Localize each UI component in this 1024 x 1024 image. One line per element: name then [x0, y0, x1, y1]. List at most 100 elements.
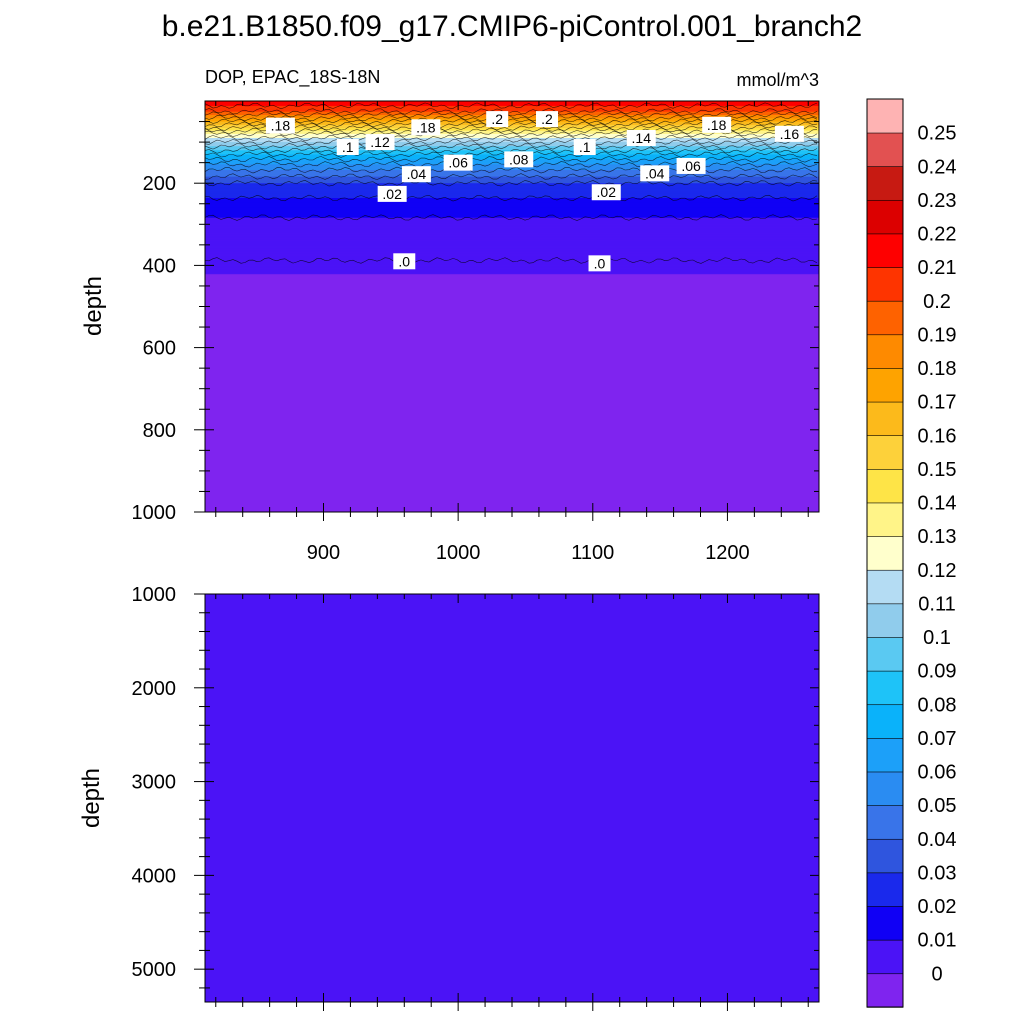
- y-tick-label: 4000: [132, 865, 177, 887]
- contour-band: [205, 114, 819, 116]
- contour-band: [205, 238, 819, 240]
- contour-band: [205, 216, 819, 219]
- colorbar-label: 0.02: [918, 896, 957, 918]
- colorbar-label: 0.17: [918, 392, 957, 414]
- contour-band: [205, 253, 819, 256]
- colorbar-swatch: [866, 334, 904, 369]
- contour-band: [205, 201, 819, 203]
- colorbar-swatch: [866, 603, 904, 638]
- colorbar-label: 0.07: [918, 728, 957, 750]
- contour-band: [205, 174, 819, 177]
- colorbar-label: 0.14: [918, 493, 957, 515]
- contour-label-box: [591, 184, 621, 201]
- colorbar-frame: [866, 98, 904, 1008]
- contour-band: [205, 189, 819, 192]
- contour-band: [205, 128, 819, 131]
- contour-band: [205, 175, 819, 178]
- colorbar-label: 0.01: [918, 930, 957, 952]
- contour-band: [205, 210, 819, 212]
- contour-band: [205, 106, 819, 109]
- contour-band: [205, 134, 819, 137]
- contour-band: [205, 206, 819, 208]
- colorbar-swatch: [866, 636, 904, 672]
- colorbar-swatch: [866, 569, 904, 605]
- contour-band: [205, 233, 819, 235]
- contour-label-box: [676, 157, 706, 174]
- contour-band: [205, 236, 819, 239]
- colorbar-swatch: [866, 266, 904, 302]
- contour-band: [205, 170, 819, 173]
- contour-label-text: .0: [594, 255, 606, 271]
- contour-band: [205, 216, 819, 218]
- contour-band: [205, 171, 819, 174]
- colorbar-swatch: [866, 434, 904, 470]
- contour-label-text: .12: [370, 134, 390, 150]
- contour-band: [205, 225, 819, 228]
- contour-band: [205, 110, 819, 112]
- contour-label: .1: [336, 139, 359, 156]
- contour-label-text: .06: [681, 158, 701, 174]
- contour-band: [205, 200, 819, 202]
- contour-band: [205, 191, 819, 193]
- contour-band: [205, 202, 819, 204]
- contour-band: [205, 108, 819, 110]
- contour-band: [205, 255, 819, 257]
- contour-band: [205, 208, 819, 211]
- contour-band: [205, 177, 819, 179]
- lower-panel: 1000 2000 3000 4000 5000 depth: [78, 584, 820, 1011]
- contour-label-box: [536, 111, 559, 128]
- contour-band: [205, 128, 819, 130]
- colorbar-swatch: [866, 704, 904, 739]
- contour-label-text: .18: [707, 117, 727, 133]
- y-tick-label: 3000: [132, 772, 177, 794]
- contour-band: [205, 197, 819, 200]
- contour-band: [205, 229, 819, 231]
- contour-label: .14: [626, 129, 656, 146]
- contour-label: .02: [377, 185, 407, 202]
- colorbar-label: 0.03: [918, 862, 957, 884]
- contour-band: [205, 261, 819, 263]
- contour-band: [205, 217, 819, 220]
- contour-label-box: [336, 139, 359, 156]
- contour-label-text: .2: [491, 111, 503, 127]
- contour-label: .18: [411, 119, 441, 136]
- contour-band: [205, 193, 819, 195]
- colorbar-swatch: [866, 199, 904, 235]
- contour-band: [205, 215, 819, 217]
- contour-band: [205, 179, 819, 181]
- contour-band: [205, 232, 819, 234]
- colorbar-label: 0.19: [918, 324, 957, 346]
- contour-label-box: [401, 166, 431, 183]
- colorbar-label: 0.06: [918, 762, 957, 784]
- contour-label-box: [588, 255, 611, 272]
- y-tick-label: 800: [143, 420, 176, 442]
- colorbar-swatch: [866, 838, 904, 874]
- contour-line: [204, 134, 818, 142]
- y-tick-label: 400: [143, 255, 176, 277]
- colorbar-swatch: [866, 670, 904, 706]
- contour-band: [205, 112, 819, 114]
- y-tick-label: 2000: [132, 678, 177, 700]
- contour-band: [205, 234, 819, 236]
- contour-band: [205, 246, 819, 248]
- contour-line: [204, 166, 818, 174]
- contour-label: .04: [401, 166, 431, 183]
- contour-band: [205, 227, 819, 230]
- contour-label-text: .06: [448, 155, 468, 171]
- contour-band: [205, 166, 819, 169]
- contour-band: [205, 219, 819, 221]
- contour-band: [205, 188, 819, 190]
- contour-label-box: [626, 129, 656, 146]
- contour-band: [205, 230, 819, 232]
- contour-band: [205, 268, 819, 271]
- colorbar-swatch: [866, 973, 904, 1008]
- contour-label-text: .1: [342, 139, 354, 155]
- contour-line: [204, 179, 818, 187]
- contour-band: [205, 252, 819, 254]
- colorbar-label: 0.15: [918, 459, 957, 481]
- colorbar-label: 0.22: [918, 224, 957, 246]
- contour-label-box: [640, 165, 670, 182]
- contour-label: .0: [588, 255, 611, 272]
- contour-band: [205, 253, 819, 255]
- contour-band: [205, 226, 819, 229]
